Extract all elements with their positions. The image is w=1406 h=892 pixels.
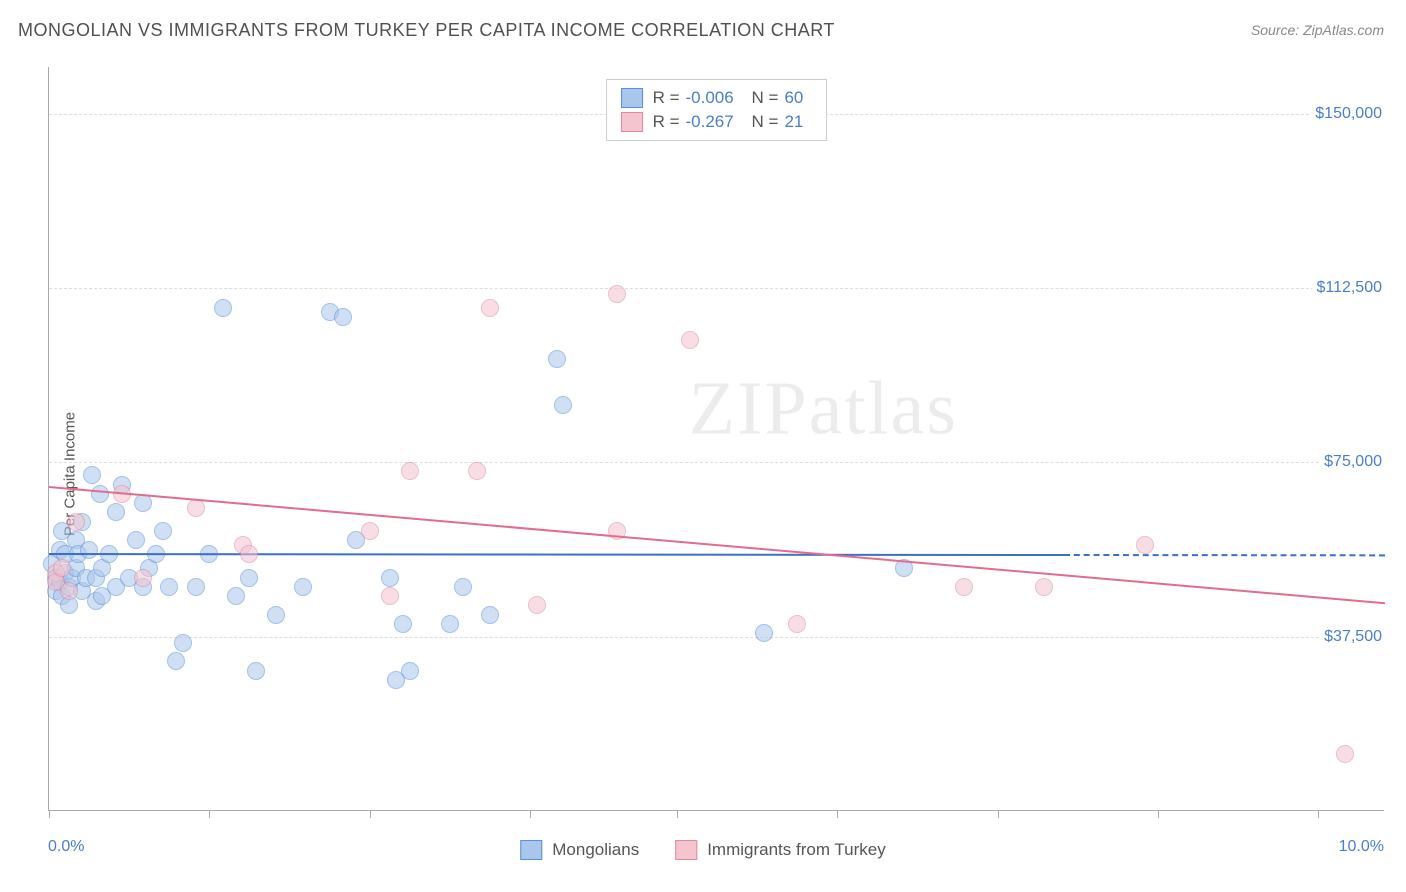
legend-swatch (621, 112, 643, 132)
x-axis-max-label: 10.0% (1339, 838, 1384, 856)
scatter-point (60, 582, 78, 600)
scatter-point (53, 559, 71, 577)
legend-item: Immigrants from Turkey (675, 840, 886, 860)
n-value: 60 (784, 88, 812, 108)
scatter-point (468, 462, 486, 480)
scatter-point (481, 606, 499, 624)
chart-title: MONGOLIAN VS IMMIGRANTS FROM TURKEY PER … (18, 20, 835, 41)
legend-label: Immigrants from Turkey (707, 840, 886, 860)
x-tick (209, 810, 210, 818)
scatter-point (134, 569, 152, 587)
r-value: -0.267 (686, 112, 742, 132)
scatter-point (134, 494, 152, 512)
legend-label: Mongolians (552, 840, 639, 860)
trend-line-extrapolated (1064, 554, 1385, 556)
correlation-legend: R = -0.006 N =60 R = -0.267 N =21 (606, 79, 828, 141)
legend-row: R = -0.267 N =21 (621, 110, 813, 134)
scatter-point (240, 545, 258, 563)
x-axis-min-label: 0.0% (48, 838, 84, 856)
n-label: N = (752, 112, 779, 132)
legend-swatch (621, 88, 643, 108)
scatter-point (214, 299, 232, 317)
scatter-point (788, 615, 806, 633)
series-legend: Mongolians Immigrants from Turkey (520, 840, 886, 860)
scatter-point (401, 462, 419, 480)
scatter-point (154, 522, 172, 540)
scatter-point (548, 350, 566, 368)
scatter-point (83, 466, 101, 484)
scatter-point (361, 522, 379, 540)
scatter-point (681, 331, 699, 349)
scatter-point (755, 624, 773, 642)
scatter-point (528, 596, 546, 614)
scatter-point (67, 513, 85, 531)
scatter-point (91, 485, 109, 503)
scatter-point (187, 499, 205, 517)
x-tick (1318, 810, 1319, 818)
scatter-point (1336, 745, 1354, 763)
scatter-point (247, 662, 265, 680)
scatter-point (227, 587, 245, 605)
gridline (49, 462, 1384, 463)
scatter-point (1035, 578, 1053, 596)
r-label: R = (653, 112, 680, 132)
scatter-point (401, 662, 419, 680)
scatter-point (127, 531, 145, 549)
gridline (49, 637, 1384, 638)
scatter-point (174, 634, 192, 652)
scatter-point (441, 615, 459, 633)
scatter-point (187, 578, 205, 596)
legend-item: Mongolians (520, 840, 639, 860)
scatter-point (394, 615, 412, 633)
scatter-point (454, 578, 472, 596)
scatter-point (80, 541, 98, 559)
x-tick (530, 810, 531, 818)
scatter-point (554, 396, 572, 414)
y-tick-label: $150,000 (1311, 105, 1386, 123)
r-value: -0.006 (686, 88, 742, 108)
scatter-point (381, 587, 399, 605)
legend-row: R = -0.006 N =60 (621, 86, 813, 110)
legend-swatch (520, 840, 542, 860)
scatter-point (267, 606, 285, 624)
x-tick (998, 810, 999, 818)
scatter-point (608, 285, 626, 303)
scatter-point (107, 503, 125, 521)
scatter-point (240, 569, 258, 587)
x-tick (49, 810, 50, 818)
y-tick-label: $112,500 (1312, 279, 1386, 297)
scatter-point (481, 299, 499, 317)
n-value: 21 (784, 112, 812, 132)
n-label: N = (752, 88, 779, 108)
scatter-point (334, 308, 352, 326)
scatter-point (160, 578, 178, 596)
scatter-point (1136, 536, 1154, 554)
source-label: Source: ZipAtlas.com (1251, 22, 1384, 38)
y-tick-label: $37,500 (1320, 628, 1386, 646)
x-tick (677, 810, 678, 818)
scatter-point (955, 578, 973, 596)
watermark: ZIPatlas (689, 365, 958, 452)
x-tick (837, 810, 838, 818)
y-tick-label: $75,000 (1320, 453, 1386, 471)
plot-area: ZIPatlas R = -0.006 N =60 R = -0.267 N =21 $3… (48, 67, 1384, 811)
x-tick (370, 810, 371, 818)
chart-container: Per Capita Income ZIPatlas R =-0.006N =6… (0, 55, 1406, 892)
r-label: R = (653, 88, 680, 108)
scatter-point (381, 569, 399, 587)
scatter-point (294, 578, 312, 596)
legend-swatch (675, 840, 697, 860)
scatter-point (167, 652, 185, 670)
x-tick (1158, 810, 1159, 818)
gridline (49, 288, 1384, 289)
